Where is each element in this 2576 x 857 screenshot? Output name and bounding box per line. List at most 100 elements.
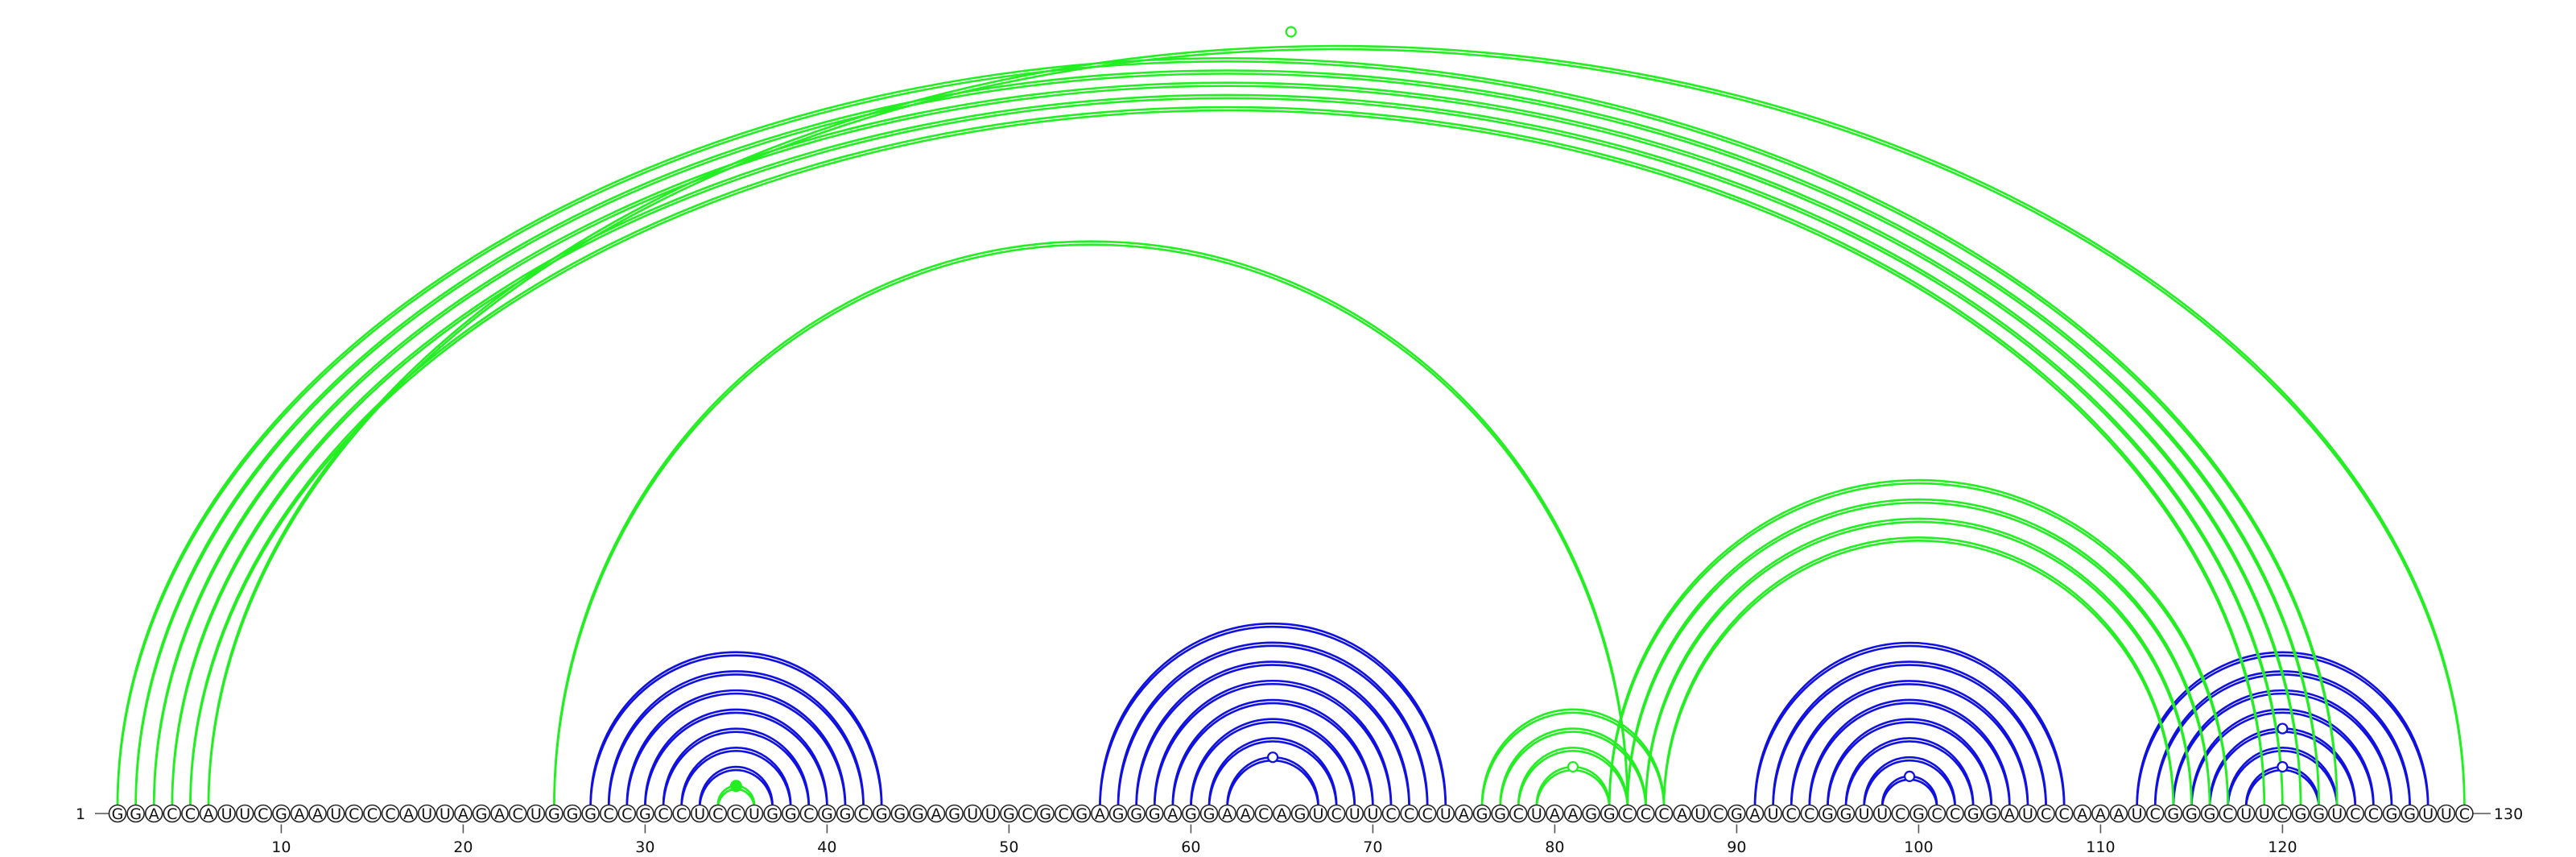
blue-pair-arc-30-40 xyxy=(644,708,828,805)
blue-pair-arc-28-42 xyxy=(607,670,865,805)
green-pair-arc-inner-78-84 xyxy=(1517,750,1629,809)
nucleotide: C xyxy=(1709,804,1728,823)
nucleotide: C xyxy=(2219,804,2237,823)
nucleotide: A xyxy=(1236,804,1255,823)
svg-text:A: A xyxy=(295,805,305,823)
nucleotide: U xyxy=(1855,804,1873,823)
svg-text:G: G xyxy=(2386,805,2398,823)
svg-text:A: A xyxy=(1677,805,1687,823)
blue-pair-arc-112-128 xyxy=(2136,651,2429,805)
nucleotide: U xyxy=(235,804,254,823)
nucleotide: G xyxy=(1909,804,1928,823)
green-pair-arc-79-83 xyxy=(1535,765,1611,805)
end-position-label: 130 xyxy=(2494,805,2523,823)
blue-pair-arc-115-125 xyxy=(2190,708,2375,805)
nucleotide: U xyxy=(1527,804,1546,823)
green-pair-arc-25-84 xyxy=(553,240,1629,805)
svg-text:C: C xyxy=(1804,805,1814,823)
blue-pair-arc-59-70 xyxy=(1171,698,1374,805)
svg-text:U: U xyxy=(1876,805,1888,823)
green-pair-arc-77-85 xyxy=(1499,727,1647,805)
nucleotide: C xyxy=(2346,804,2365,823)
nucleotide: C xyxy=(654,804,673,823)
green-pair-arc-76-86 xyxy=(1480,708,1666,805)
nucleotide: C xyxy=(2364,804,2383,823)
svg-text:C: C xyxy=(2350,805,2360,823)
nucleotide: U xyxy=(2128,804,2146,823)
svg-text:A: A xyxy=(1550,805,1560,823)
blue-pair-marker-116-124 xyxy=(2277,722,2289,735)
green-pair-arc-inner-79-83 xyxy=(1535,768,1611,809)
blue-pair-arc-inner-112-128 xyxy=(2136,654,2429,809)
blue-pair-arc-29-41 xyxy=(625,689,847,805)
svg-text:A: A xyxy=(2114,805,2124,823)
svg-text:G: G xyxy=(876,805,888,823)
nucleotide: G xyxy=(581,804,600,823)
nucleotide: A xyxy=(144,804,163,823)
nucleotide: G xyxy=(1818,804,1837,823)
green-pair-arc-inner-2-122 xyxy=(134,72,2320,809)
svg-text:C: C xyxy=(1931,805,1942,823)
svg-text:G: G xyxy=(1604,805,1616,823)
blue-pair-arc-inner-55-74 xyxy=(1099,625,1447,809)
nucleotide: G xyxy=(781,804,800,823)
nucleotide: C xyxy=(2455,804,2474,823)
svg-text:C: C xyxy=(1950,805,1960,823)
svg-text:C: C xyxy=(367,805,378,823)
svg-text:A: A xyxy=(1167,805,1178,823)
svg-text:C: C xyxy=(2277,805,2288,823)
blue-pair-arc-inner-114-126 xyxy=(2172,692,2393,809)
nucleotide: G xyxy=(126,804,145,823)
nucleotide: G xyxy=(1036,804,1055,823)
green-pair-arc-85-115 xyxy=(1645,517,2193,805)
svg-text:U: U xyxy=(421,805,432,823)
svg-text:U: U xyxy=(694,805,705,823)
blue-pair-arc-94-105 xyxy=(1808,698,2011,805)
svg-text:G: G xyxy=(1476,805,1488,823)
svg-text:U: U xyxy=(440,805,451,823)
svg-text:C: C xyxy=(1404,805,1414,823)
svg-text:G: G xyxy=(2186,805,2198,823)
blue-pair-arc-inner-33-37 xyxy=(698,768,774,809)
svg-text:C: C xyxy=(712,805,723,823)
green-pair-marker-1-130 xyxy=(1285,26,1297,38)
nucleotide: A xyxy=(490,804,509,823)
highlight-marker-34-36 xyxy=(729,780,742,793)
blue-pair-arc-inner-92-107 xyxy=(1772,664,2047,809)
blue-pair-arc-117-123 xyxy=(2227,747,2339,805)
svg-text:A: A xyxy=(1568,805,1579,823)
svg-text:C: C xyxy=(676,805,687,823)
nucleotide: C xyxy=(363,804,382,823)
nucleotide: G xyxy=(108,804,127,823)
nucleotide: G xyxy=(2382,804,2401,823)
nucleotide: U xyxy=(2018,804,2037,823)
svg-text:G: G xyxy=(1203,805,1216,823)
svg-text:U: U xyxy=(1367,805,1378,823)
blue-pair-arc-96-103 xyxy=(1844,737,1975,805)
svg-text:G: G xyxy=(1075,805,1088,823)
blue-pair-arc-inner-29-41 xyxy=(625,692,847,809)
nucleotide: C xyxy=(1327,804,1346,823)
nucleotide: U xyxy=(2418,804,2438,823)
svg-text:C: C xyxy=(1622,805,1633,823)
green-pair-arc-inner-83-117 xyxy=(1608,482,2229,809)
nucleotide: G xyxy=(2164,804,2183,823)
nucleotide: C xyxy=(2145,804,2165,823)
tick-label-30: 30 xyxy=(635,838,654,856)
svg-text:A: A xyxy=(1241,805,1251,823)
tick-label-120: 120 xyxy=(2268,838,2297,856)
svg-text:C: C xyxy=(2041,805,2051,823)
nucleotide: A xyxy=(1455,804,1473,823)
green-pair-arc-inner-76-86 xyxy=(1480,711,1666,809)
blue-pair-arc-inner-117-123 xyxy=(2227,750,2339,809)
svg-text:G: G xyxy=(840,805,852,823)
nucleotide: A xyxy=(1673,804,1691,823)
nucleotide: G xyxy=(2310,804,2328,823)
svg-text:A: A xyxy=(2004,805,2015,823)
svg-text:G: G xyxy=(1840,805,1852,823)
nucleotide: A xyxy=(399,804,418,823)
green-pair-arc-inner-86-114 xyxy=(1662,540,2175,809)
svg-text:G: G xyxy=(1113,805,1125,823)
svg-text:A: A xyxy=(1459,805,1469,823)
svg-text:G: G xyxy=(1967,805,1979,823)
